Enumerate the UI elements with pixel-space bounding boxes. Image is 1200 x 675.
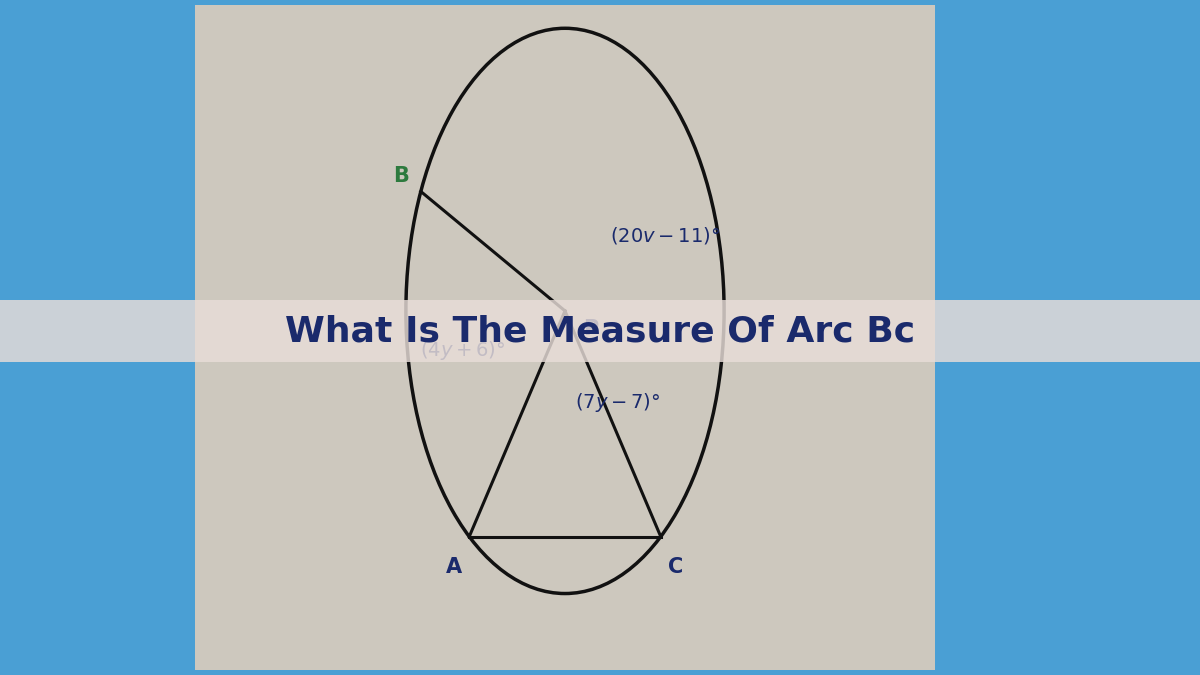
Text: $(20v - 11)°$: $(20v - 11)°$: [610, 225, 720, 246]
Text: What Is The Measure Of Arc Bc: What Is The Measure Of Arc Bc: [284, 314, 916, 348]
Text: B: B: [392, 167, 409, 186]
FancyBboxPatch shape: [194, 5, 935, 670]
Text: A: A: [446, 557, 462, 576]
Text: C: C: [668, 557, 683, 576]
Text: $(7y - 7)°$: $(7y - 7)°$: [575, 391, 660, 414]
FancyBboxPatch shape: [0, 300, 1200, 362]
Text: $(4y + 6)°$: $(4y + 6)°$: [420, 339, 505, 362]
Text: P: P: [583, 319, 599, 339]
